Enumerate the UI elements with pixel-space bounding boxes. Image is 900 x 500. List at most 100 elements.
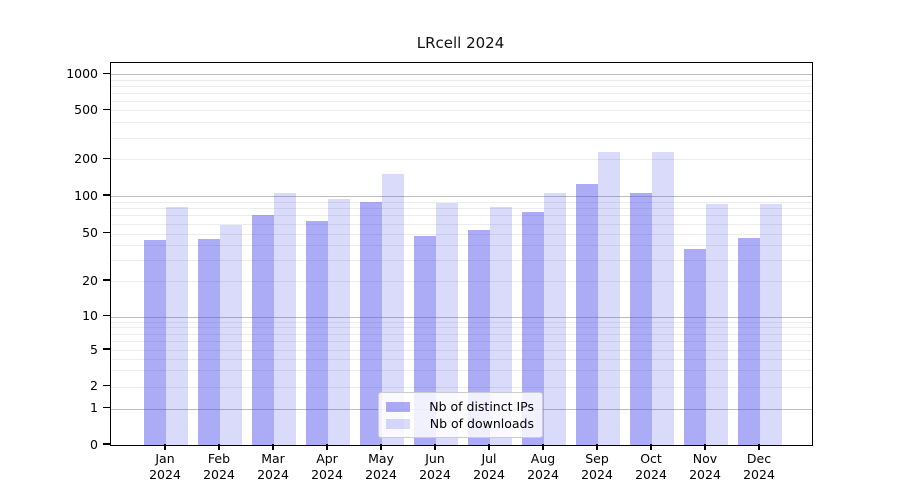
bar-distinct-ips-nov: [684, 249, 706, 445]
y-tick-label: 200: [74, 150, 98, 166]
x-tick: [542, 444, 544, 450]
gridline: [111, 159, 812, 161]
bar-distinct-ips-jan: [144, 240, 166, 445]
bar-distinct-ips-may: [360, 201, 382, 445]
x-tick-label: Jul 2024: [473, 451, 505, 482]
x-tick-label: Nov 2024: [689, 451, 721, 482]
bar-distinct-ips-apr: [306, 221, 328, 445]
legend-swatch: [386, 418, 410, 429]
gridline: [111, 260, 812, 262]
x-tick-label: Apr 2024: [311, 451, 343, 482]
y-tick-label: 5: [90, 341, 98, 357]
y-tick-label: 20: [82, 272, 98, 288]
gridline: [111, 370, 812, 372]
gridline: [111, 321, 812, 323]
y-tick: [103, 157, 110, 159]
gridline: [111, 215, 812, 217]
bar-distinct-ips-sep: [576, 184, 598, 445]
y-tick: [103, 384, 110, 387]
legend-label: Nb of downloads: [429, 416, 534, 431]
gridline: [111, 358, 812, 360]
gridline: [111, 74, 812, 76]
bar-downloads-jul: [490, 206, 512, 445]
gridline: [111, 85, 812, 87]
y-tick-label: 2: [90, 378, 98, 393]
y-tick-label: 1: [90, 400, 98, 416]
legend-item: Nb of downloads: [386, 415, 542, 432]
x-tick: [434, 444, 436, 450]
gridline: [111, 333, 812, 335]
bar-distinct-ips-aug: [522, 212, 544, 445]
x-tick-label: Jan 2024: [149, 451, 181, 482]
y-tick-label: 50: [82, 225, 98, 241]
gridline: [111, 122, 812, 124]
bar-distinct-ips-dec: [738, 238, 760, 445]
y-tick-label: 1000: [66, 65, 98, 81]
x-tick-label: Dec 2024: [743, 451, 775, 482]
y-tick: [103, 232, 110, 234]
y-tick: [103, 279, 110, 281]
x-tick: [272, 444, 274, 450]
x-tick: [704, 444, 706, 450]
chart-title: LRcell 2024: [416, 34, 505, 52]
x-tick: [650, 444, 652, 450]
bar-downloads-jan: [166, 207, 188, 445]
gridline: [111, 100, 812, 102]
y-tick-label: 100: [74, 187, 98, 203]
x-tick-label: Oct 2024: [635, 451, 667, 482]
y-tick-label: 10: [82, 308, 98, 324]
gridline: [111, 137, 812, 139]
bar-distinct-ips-feb: [198, 239, 220, 445]
gridline: [111, 208, 812, 210]
x-tick: [488, 444, 490, 450]
x-tick-label: Sep 2024: [581, 451, 613, 482]
y-tick: [103, 72, 110, 74]
x-tick: [758, 444, 760, 450]
bar-distinct-ips-jul: [468, 229, 490, 445]
gridline: [111, 201, 812, 203]
x-tick: [218, 444, 220, 450]
bar-downloads-mar: [274, 193, 296, 445]
y-tick: [103, 194, 110, 196]
x-tick: [164, 444, 166, 450]
bar-downloads-apr: [328, 199, 350, 445]
gridline: [111, 281, 812, 282]
bar-downloads-sep: [598, 151, 620, 445]
x-tick-label: Jun 2024: [419, 451, 451, 482]
gridline: [111, 350, 812, 351]
legend-item: Nb of distinct IPs: [386, 398, 542, 415]
x-tick-label: May 2024: [365, 451, 397, 482]
gridline: [111, 341, 812, 343]
gridline: [111, 386, 812, 388]
y-tick: [103, 407, 110, 409]
x-tick-label: Aug 2024: [527, 451, 559, 482]
y-tick: [103, 348, 110, 350]
gridline: [111, 79, 812, 81]
x-tick-label: Mar 2024: [257, 451, 289, 482]
y-tick-label: 500: [74, 101, 98, 117]
gridline: [111, 245, 812, 247]
gridline: [111, 110, 812, 112]
x-tick: [326, 444, 328, 450]
y-tick: [103, 443, 110, 445]
gridline: [111, 196, 812, 197]
y-tick: [103, 315, 110, 317]
bar-downloads-nov: [706, 203, 728, 445]
legend-label: Nb of distinct IPs: [429, 399, 534, 414]
bar-distinct-ips-mar: [252, 215, 274, 445]
plot-area: [110, 62, 813, 446]
bar-downloads-oct: [652, 151, 674, 445]
gridline: [111, 223, 812, 225]
legend-swatch: [386, 401, 410, 412]
gridline: [111, 327, 812, 329]
legend: Nb of distinct IPs Nb of downloads: [378, 392, 543, 438]
x-tick: [380, 444, 382, 450]
gridline: [111, 316, 812, 318]
bar-downloads-feb: [220, 224, 242, 445]
bar-downloads-dec: [760, 203, 782, 445]
x-tick: [596, 444, 598, 450]
x-tick-label: Feb 2024: [203, 451, 235, 482]
gridline: [111, 233, 812, 235]
bar-downloads-jun: [436, 202, 458, 445]
